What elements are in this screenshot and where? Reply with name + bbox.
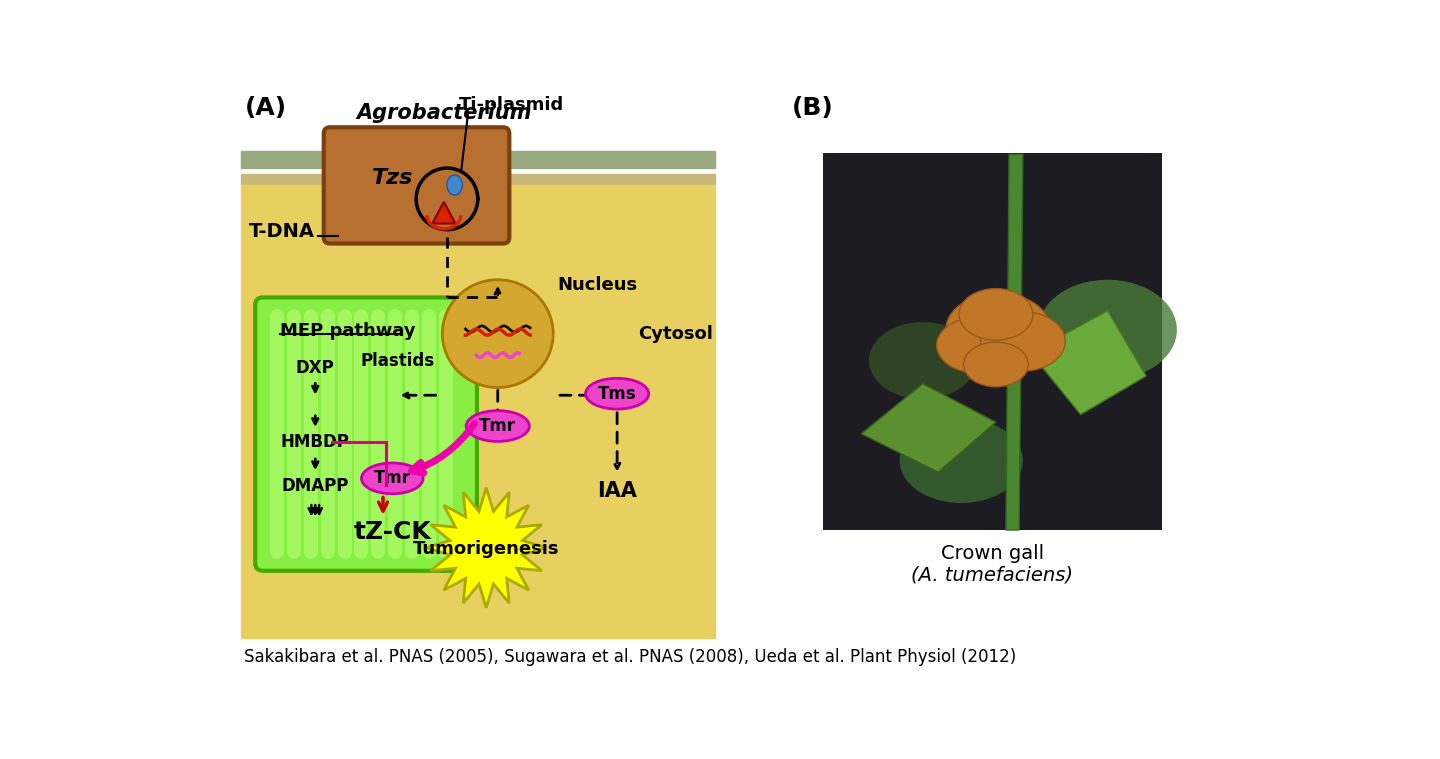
Text: Nucleus: Nucleus [557, 276, 638, 294]
Ellipse shape [467, 411, 530, 442]
Ellipse shape [959, 288, 1032, 340]
Bar [242, 185, 714, 638]
Ellipse shape [981, 312, 1066, 371]
Ellipse shape [361, 463, 423, 494]
Ellipse shape [1038, 280, 1176, 380]
Ellipse shape [446, 175, 462, 195]
Text: HMBDP: HMBDP [281, 433, 350, 451]
Ellipse shape [586, 378, 648, 409]
Ellipse shape [963, 342, 1028, 387]
Bar [822, 153, 1162, 530]
Text: (B): (B) [792, 96, 834, 120]
Text: Tms: Tms [598, 385, 636, 403]
Ellipse shape [442, 280, 553, 388]
Polygon shape [1031, 310, 1146, 414]
Polygon shape [432, 202, 455, 223]
Text: MEP pathway: MEP pathway [279, 322, 416, 340]
Bar [242, 151, 714, 168]
Text: DXP: DXP [295, 359, 334, 377]
Text: Crown gall: Crown gall [940, 543, 1044, 562]
Bar [242, 175, 714, 185]
Ellipse shape [946, 293, 1051, 367]
Text: (A. tumefaciens): (A. tumefaciens) [912, 565, 1073, 584]
Text: IAA: IAA [598, 481, 636, 502]
Text: DMAPP: DMAPP [282, 477, 348, 495]
Ellipse shape [868, 322, 976, 399]
Polygon shape [861, 384, 996, 472]
Text: tZ-CK: tZ-CK [353, 520, 431, 544]
Text: Tmr: Tmr [374, 469, 410, 487]
Text: Tumorigenesis: Tumorigenesis [413, 540, 560, 558]
Text: Cytosol: Cytosol [638, 325, 713, 342]
FancyBboxPatch shape [324, 128, 510, 244]
Text: Plastids: Plastids [360, 351, 435, 370]
Text: T-DNA: T-DNA [249, 222, 315, 241]
Text: Tmr: Tmr [480, 417, 517, 435]
Text: Sakakibara et al. PNAS (2005), Sugawara et al. PNAS (2008), Ueda et al. Plant Ph: Sakakibara et al. PNAS (2005), Sugawara … [243, 648, 1015, 666]
Text: Agrobacterium: Agrobacterium [357, 102, 533, 123]
Text: Ti-plasmid: Ti-plasmid [459, 96, 564, 114]
Ellipse shape [900, 418, 1022, 503]
Text: (A): (A) [245, 96, 288, 120]
FancyBboxPatch shape [255, 298, 477, 571]
Ellipse shape [936, 317, 1017, 373]
Text: Tzs: Tzs [373, 168, 413, 188]
Polygon shape [1007, 154, 1022, 530]
Polygon shape [426, 487, 546, 608]
